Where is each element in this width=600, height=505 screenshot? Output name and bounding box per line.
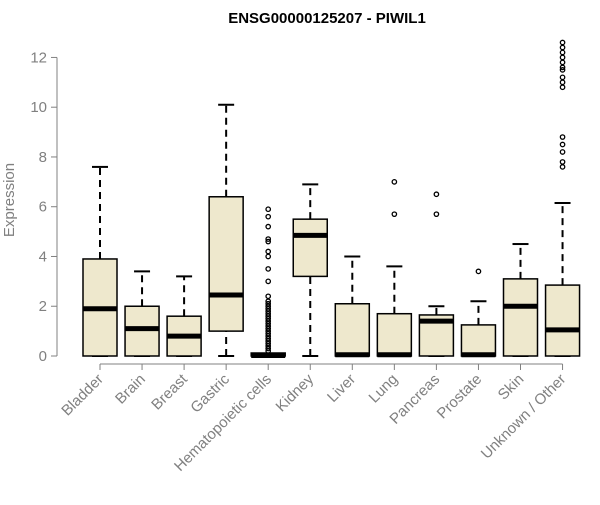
box-group	[376, 178, 413, 358]
box-group	[418, 191, 455, 357]
box-group	[292, 183, 328, 357]
outlier-point	[433, 211, 440, 218]
box	[502, 278, 539, 357]
outlier-point	[559, 59, 566, 66]
outlier-point	[559, 39, 566, 46]
outlier-point	[265, 206, 272, 213]
outlier-point	[559, 79, 566, 86]
y-axis-label: Expression	[1, 163, 18, 237]
x-tick-label: Prostate	[434, 371, 486, 423]
x-tick-label: Lung	[366, 371, 402, 407]
box-group	[166, 275, 202, 357]
outlier-point	[559, 141, 566, 148]
y-tick-label: 0	[39, 348, 47, 365]
y-tick-label: 10	[30, 99, 47, 116]
box-group	[208, 103, 244, 357]
box-group	[544, 39, 581, 357]
box-group	[502, 243, 539, 357]
y-axis: 0 2 4 6 8 10 12	[30, 49, 58, 365]
outlier-point	[265, 266, 272, 272]
outlier-point	[391, 211, 398, 218]
outlier-point	[433, 191, 440, 198]
x-tick-label: Kidney	[273, 370, 318, 415]
chart-title: ENSG00000125207 - PIWIL1	[228, 10, 426, 27]
outlier-point	[559, 67, 566, 73]
x-tick-label: Bladder	[58, 371, 107, 420]
y-tick-label: 4	[39, 248, 47, 265]
box	[292, 218, 328, 278]
outlier-point	[391, 178, 398, 185]
outlier-point	[559, 44, 566, 51]
outlier-point	[265, 248, 272, 255]
outlier-point	[559, 54, 566, 61]
y-tick-label: 2	[39, 298, 47, 315]
outlier-point	[559, 149, 566, 155]
plot-area	[82, 39, 581, 359]
outlier-point	[559, 134, 566, 140]
box-group	[250, 206, 286, 359]
x-tick-label: Breast	[148, 370, 191, 413]
outlier-point	[265, 293, 272, 300]
outlier-point	[265, 213, 272, 220]
box	[376, 312, 413, 357]
outlier-point	[559, 49, 566, 56]
box-group	[460, 268, 497, 358]
x-tick-label: Skin	[495, 371, 528, 404]
outlier-point	[265, 223, 272, 230]
outlier-point	[559, 164, 566, 170]
y-tick-label: 6	[39, 199, 47, 216]
x-tick-label: Brain	[112, 371, 149, 408]
box	[460, 324, 497, 357]
box-group	[124, 270, 160, 357]
outlier-point	[265, 236, 272, 242]
box	[208, 196, 244, 332]
outlier-point	[265, 278, 272, 285]
outlier-point	[265, 300, 272, 307]
box	[334, 303, 371, 357]
outlier-point	[559, 159, 566, 165]
y-tick-label: 12	[30, 49, 47, 66]
outlier-point	[265, 238, 272, 245]
y-tick-label: 8	[39, 149, 47, 166]
box	[544, 284, 581, 357]
box-group	[82, 165, 118, 357]
outlier-point	[559, 84, 566, 91]
box-group	[334, 255, 371, 358]
outlier-point	[265, 253, 272, 260]
outlier-point	[559, 74, 566, 81]
outlier-point	[475, 268, 482, 275]
x-tick-label: Liver	[324, 371, 359, 406]
